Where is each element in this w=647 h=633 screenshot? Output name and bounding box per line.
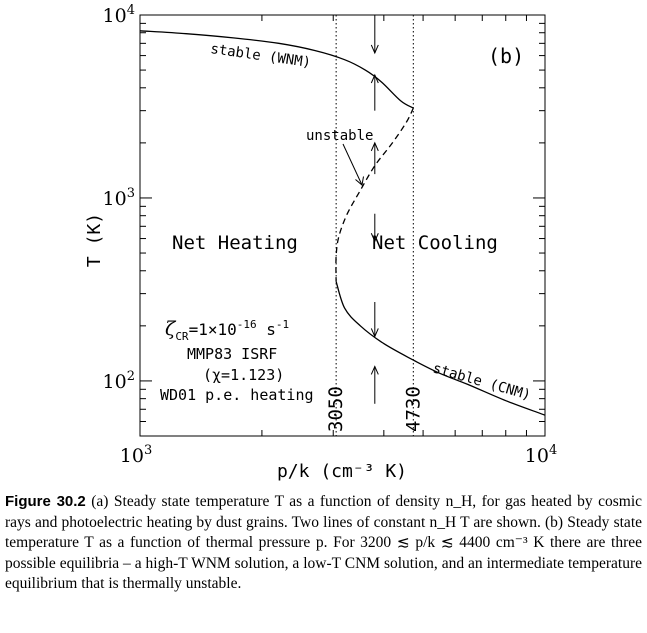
caption-text: (a) Steady state temperature T as a func… (5, 493, 642, 592)
net-cooling-label: Net Cooling (372, 232, 498, 254)
isrf-label: MMP83 ISRF (187, 345, 277, 363)
plot-frame (139, 14, 546, 437)
caption-figure-label: Figure 30.2 (5, 493, 86, 510)
direction-arrow-head (370, 141, 379, 152)
temperature-pressure-chart: 103 104 102 103 104 3050 4730 (b) stable (WNM)… (84, 3, 557, 482)
direction-arrow-head (370, 365, 379, 375)
x-tick-label: 104 (525, 443, 557, 467)
net-heating-label: Net Heating (172, 232, 298, 254)
pe-heating-label: WD01 p.e. heating (160, 386, 314, 404)
direction-arrow-head (370, 328, 379, 338)
unstable-pointer-arrow (342, 143, 363, 186)
direction-arrow-head (370, 44, 379, 55)
unstable-label: unstable (306, 128, 373, 144)
stable-branch-curve (335, 281, 546, 416)
direction-arrow-head (370, 73, 379, 84)
panel-label: (b) (488, 44, 524, 68)
unstable-pointer-arrow-head (355, 176, 364, 186)
stable-branch-curve (139, 30, 414, 109)
zeta-cr-label: ζCR=1×10-16 s-1 (165, 318, 289, 343)
pressure-line-label: 4730 (402, 386, 424, 432)
chart-area: 103 104 102 103 104 3050 4730 (b) stable (WNM)… (84, 3, 557, 482)
y-tick-label: 102 (103, 369, 135, 393)
figure-caption: Figure 30.2 (a) Steady state temperature… (5, 492, 642, 595)
chi-label: (χ=1.123) (203, 366, 284, 384)
x-tick-label: 103 (120, 443, 152, 467)
y-axis-title: T (K) (84, 213, 105, 267)
unstable-branch-curve (335, 107, 414, 282)
y-tick-label: 103 (103, 186, 135, 210)
y-tick-label: 104 (103, 3, 135, 27)
x-axis-title: p/k (cm⁻³ K) (277, 461, 407, 482)
stable-wnm-label: stable (WNM) (209, 41, 311, 71)
pressure-line-label: 3050 (325, 386, 347, 432)
direction-arrow-head (370, 233, 379, 243)
stable-cnm-label: stable (CNM) (431, 360, 533, 403)
